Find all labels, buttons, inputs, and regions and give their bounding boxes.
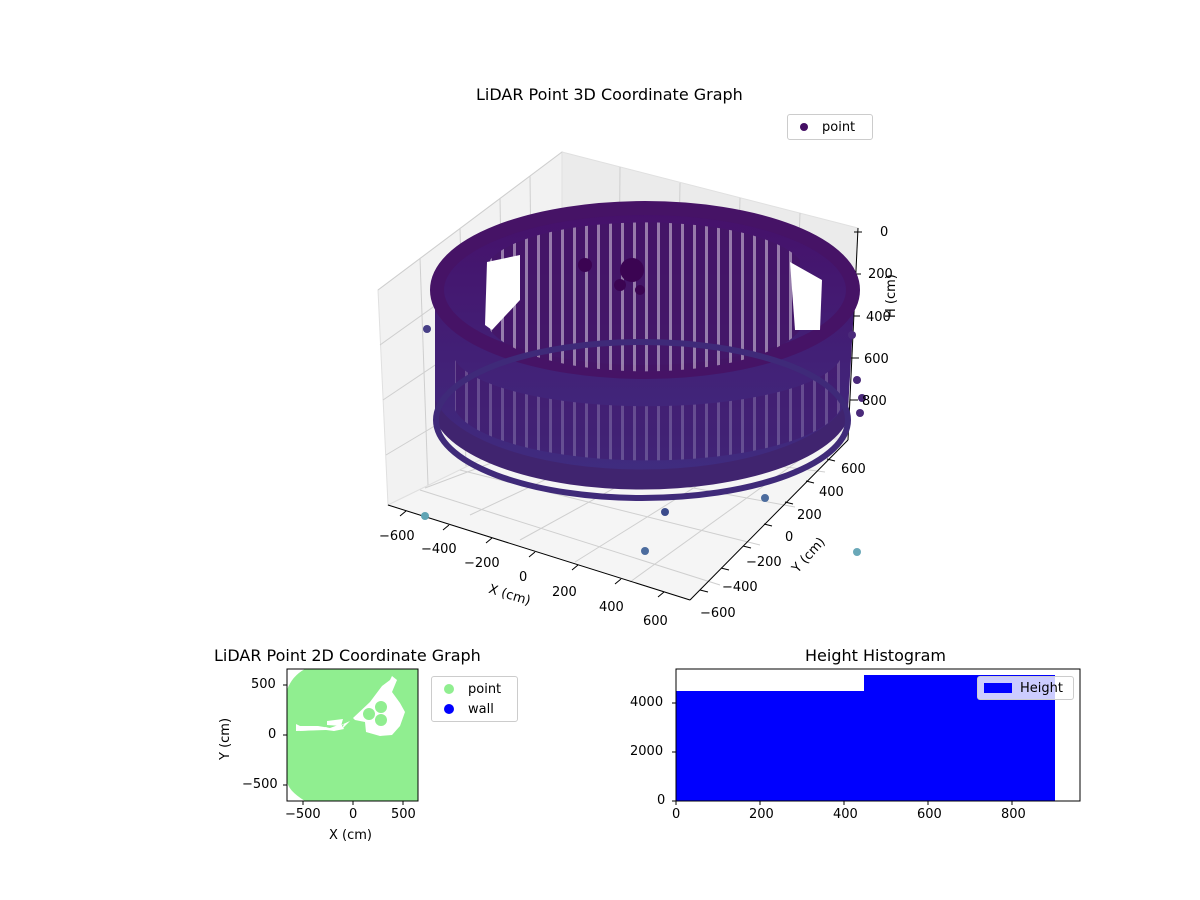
point-marker-icon	[800, 123, 808, 131]
chart-2d-legend: point wall	[431, 676, 518, 722]
chart-2d-title: LiDAR Point 2D Coordinate Graph	[214, 646, 481, 665]
x-tick: 500	[391, 807, 416, 822]
legend-item-height: Height	[978, 678, 1073, 698]
histogram-legend: Height	[977, 676, 1074, 700]
z-tick: 800	[862, 394, 887, 409]
legend-item-point: point	[788, 117, 872, 137]
height-swatch-icon	[984, 683, 1012, 693]
x-axis-label: X (cm)	[329, 828, 372, 843]
x-tick: 0	[519, 570, 528, 585]
x-tick: 0	[672, 807, 681, 822]
x-tick: 600	[917, 807, 942, 822]
wall-marker-icon	[444, 704, 454, 714]
point-marker-icon	[444, 684, 454, 694]
y-tick: 600	[841, 462, 866, 477]
z-tick: 0	[880, 225, 889, 240]
y-tick: 4000	[630, 695, 664, 710]
x-tick: −200	[464, 556, 500, 571]
x-tick: −500	[285, 807, 321, 822]
x-tick: 200	[552, 585, 577, 600]
legend-item-point: point	[432, 679, 517, 699]
x-tick: 0	[349, 807, 358, 822]
x-tick: −400	[421, 542, 457, 557]
z-tick: 600	[864, 352, 889, 367]
z-tick: 200	[868, 267, 893, 282]
x-tick: 800	[1001, 807, 1026, 822]
y-tick: −400	[722, 580, 758, 595]
y-tick: 0	[785, 530, 794, 545]
legend-item-wall: wall	[432, 699, 517, 719]
x-tick: 600	[643, 614, 668, 629]
x-tick: 400	[833, 807, 858, 822]
x-tick: −600	[379, 529, 415, 544]
histogram-title: Height Histogram	[805, 646, 946, 665]
y-tick: 2000	[630, 744, 664, 759]
z-tick: 400	[866, 310, 891, 325]
chart-3d-title: LiDAR Point 3D Coordinate Graph	[476, 85, 743, 104]
x-tick: 200	[749, 807, 774, 822]
y-tick: −500	[242, 777, 278, 792]
y-tick: −200	[746, 555, 782, 570]
y-tick: 500	[251, 677, 276, 692]
y-tick: 200	[797, 508, 822, 523]
y-tick: −600	[700, 606, 736, 621]
y-tick: 0	[657, 793, 666, 808]
y-tick: 0	[268, 727, 277, 742]
chart-3d-legend: point	[787, 114, 873, 140]
y-tick: 400	[819, 485, 844, 500]
x-tick: 400	[599, 600, 624, 615]
